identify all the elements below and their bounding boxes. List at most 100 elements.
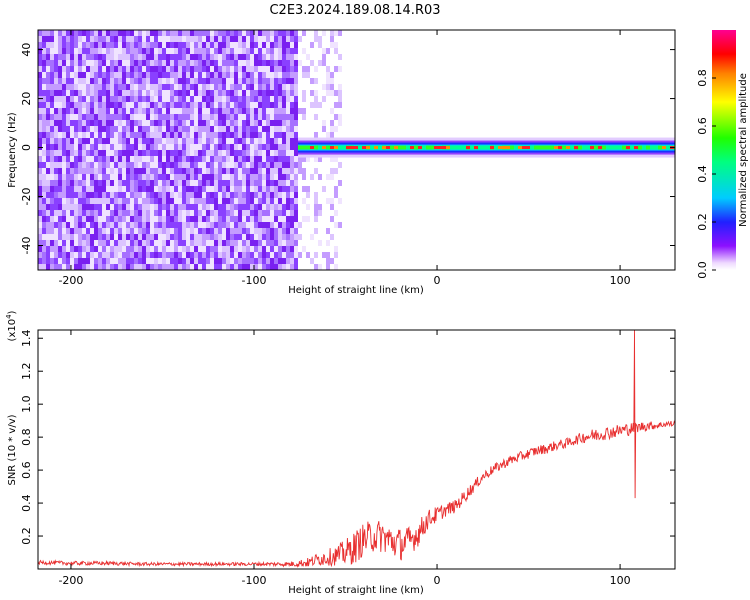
spectrogram-cell bbox=[78, 186, 82, 193]
spectrogram-cell bbox=[214, 222, 218, 229]
spectrogram-cell bbox=[230, 66, 234, 73]
spectrogram-cell bbox=[210, 84, 214, 91]
spectrogram-cell bbox=[238, 96, 242, 103]
spectrogram-cell bbox=[182, 264, 186, 270]
spectrogram-cell bbox=[162, 120, 166, 127]
spectrogram-cell bbox=[198, 234, 202, 241]
x-tick-label: 0 bbox=[434, 274, 441, 287]
band-peak bbox=[470, 145, 474, 150]
x-tick-label: -100 bbox=[242, 274, 267, 287]
spectrogram-cell bbox=[218, 186, 222, 193]
spectrogram-cell bbox=[274, 144, 278, 151]
spectrogram-cell bbox=[102, 174, 106, 181]
spectrogram-cell bbox=[166, 84, 170, 91]
spectrogram-cell bbox=[294, 30, 298, 37]
spectrogram-cell bbox=[118, 90, 122, 97]
spectrogram-cell bbox=[206, 204, 210, 211]
spectrogram-cell bbox=[286, 138, 290, 145]
spectrogram-cell bbox=[158, 30, 162, 37]
spectrogram-cell bbox=[190, 30, 194, 37]
spectrogram-cell bbox=[58, 216, 62, 223]
spectrogram-cell bbox=[150, 90, 154, 97]
spectrogram-cell bbox=[258, 30, 262, 37]
spectrogram-cell bbox=[82, 168, 86, 175]
spectrogram-cell bbox=[142, 60, 146, 67]
spectrogram-cell bbox=[162, 66, 166, 73]
spectrogram-cell bbox=[106, 42, 110, 49]
spectrogram-cell bbox=[38, 240, 42, 247]
band-max bbox=[502, 146, 506, 150]
spectrogram-cell bbox=[130, 90, 134, 97]
spectrogram-cell bbox=[278, 96, 282, 103]
spectrogram-cell bbox=[178, 144, 182, 151]
spectrogram-cell bbox=[110, 240, 114, 247]
spectrogram-cell bbox=[278, 210, 282, 217]
spectrogram-cell bbox=[114, 228, 118, 235]
spectrogram-cell bbox=[306, 192, 310, 198]
spectrogram-cell bbox=[62, 60, 66, 67]
spectrogram-cell bbox=[102, 96, 106, 103]
spectrogram-cell bbox=[42, 168, 46, 175]
spectrogram-cell bbox=[302, 66, 306, 72]
spectrogram-cell bbox=[174, 198, 178, 205]
spectrogram-cell bbox=[106, 204, 110, 211]
spectrogram-cell bbox=[286, 258, 290, 265]
spectrogram-cell bbox=[198, 216, 202, 223]
spectrogram-cell bbox=[194, 204, 198, 211]
spectrogram-cell bbox=[338, 84, 342, 90]
spectrogram-cell bbox=[214, 210, 218, 217]
spectrogram-cell bbox=[82, 210, 86, 217]
band-max bbox=[394, 146, 398, 150]
spectrogram-cell bbox=[178, 102, 182, 109]
spectrogram-cell bbox=[290, 246, 294, 253]
spectrogram-cell bbox=[58, 84, 62, 91]
spectrogram-cell bbox=[110, 180, 114, 187]
spectrogram-cell bbox=[78, 144, 82, 151]
spectrogram-cell bbox=[262, 246, 266, 253]
spectrogram-cell bbox=[162, 108, 166, 115]
spectrogram-cell bbox=[270, 150, 274, 157]
spectrogram-cell bbox=[330, 156, 334, 162]
spectrogram-cell bbox=[278, 108, 282, 115]
spectrogram-cell bbox=[290, 120, 294, 127]
spectrogram-cell bbox=[106, 216, 110, 223]
spectrogram-cell bbox=[110, 96, 114, 103]
band-max bbox=[346, 146, 350, 150]
spectrogram-cell bbox=[270, 246, 274, 253]
spectrogram-cell bbox=[178, 264, 182, 270]
spectrogram-cell bbox=[246, 198, 250, 205]
spectrogram-cell bbox=[62, 138, 66, 145]
spectrogram-cell bbox=[58, 132, 62, 139]
spectrogram-cell bbox=[94, 96, 98, 103]
spectrogram-cell bbox=[82, 156, 86, 163]
spectrogram-cell bbox=[242, 204, 246, 211]
spectrogram-cell bbox=[242, 42, 246, 49]
band-peak bbox=[650, 145, 654, 150]
band-peak bbox=[390, 145, 394, 150]
spectrogram-cell bbox=[230, 96, 234, 103]
spectrogram-cell bbox=[198, 246, 202, 253]
spectrogram-cell bbox=[146, 42, 150, 49]
spectrogram-cell bbox=[166, 102, 170, 109]
spectrogram-cell bbox=[94, 120, 98, 127]
spectrogram-cell bbox=[302, 186, 306, 192]
spectrogram-cell bbox=[58, 162, 62, 169]
spectrogram-cell bbox=[110, 42, 114, 49]
spectrogram-cell bbox=[126, 156, 130, 163]
spectrogram-cell bbox=[66, 138, 70, 145]
spectrogram-cell bbox=[174, 240, 178, 247]
spectrogram-cell bbox=[282, 210, 286, 217]
spectrogram-cell bbox=[290, 150, 294, 157]
spectrogram-cell bbox=[138, 108, 142, 115]
spectrogram-cell bbox=[158, 246, 162, 253]
spectrogram-cell bbox=[194, 144, 198, 151]
spectrogram-cell bbox=[226, 216, 230, 223]
spectrogram-cell bbox=[250, 36, 254, 43]
spectrogram-cell bbox=[62, 240, 66, 247]
spectrogram-cell bbox=[142, 264, 146, 270]
spectrogram-cell bbox=[122, 192, 126, 199]
spectrogram-cell bbox=[218, 216, 222, 223]
spectrogram-cell bbox=[110, 150, 114, 157]
spectrogram-cell bbox=[194, 72, 198, 79]
